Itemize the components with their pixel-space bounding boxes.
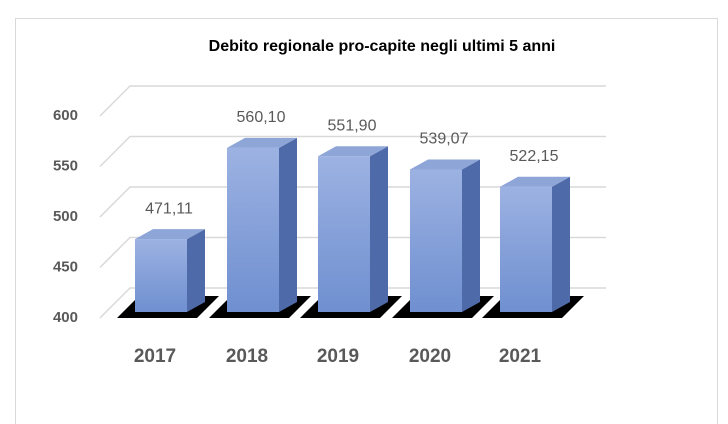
x-tick-label: 2017	[134, 346, 176, 367]
value-label: 522,15	[510, 148, 559, 165]
x-tick-label: 2020	[409, 346, 451, 367]
value-label: 471,11	[145, 200, 193, 217]
bar	[410, 159, 480, 312]
bar	[227, 137, 297, 312]
grid-line	[99, 85, 606, 117]
bar	[135, 229, 205, 312]
x-tick-label: 2019	[317, 346, 359, 367]
value-label: 560,10	[237, 109, 286, 126]
bar-top	[227, 137, 297, 148]
bar-front	[410, 169, 462, 312]
x-tick-label: 2021	[499, 346, 542, 367]
bar-top	[135, 229, 205, 240]
y-tick-label: 450	[53, 258, 78, 275]
bar-front	[318, 156, 370, 312]
grid-line	[99, 135, 606, 168]
y-tick-label: 550	[53, 157, 78, 174]
bar	[318, 146, 388, 312]
value-label: 551,90	[328, 118, 377, 135]
y-tick-label: 600	[53, 107, 78, 124]
bar-side	[279, 137, 297, 312]
bar-side	[462, 159, 480, 312]
bar-front	[500, 186, 552, 312]
y-tick-label: 500	[53, 208, 78, 225]
bar-top	[318, 146, 388, 157]
y-tick-label: 400	[53, 309, 78, 326]
value-label: 539,07	[420, 131, 469, 148]
bar-side	[187, 229, 205, 312]
x-tick-label: 2018	[226, 346, 268, 367]
bar-side	[552, 176, 570, 312]
bar	[500, 176, 570, 312]
bar-front	[227, 147, 279, 312]
bar-top	[500, 176, 570, 187]
bar-front	[135, 239, 187, 312]
bar-side	[370, 146, 388, 312]
bar-top	[410, 159, 480, 170]
chart-title: Debito regionale pro-capite negli ultimi…	[209, 38, 556, 55]
